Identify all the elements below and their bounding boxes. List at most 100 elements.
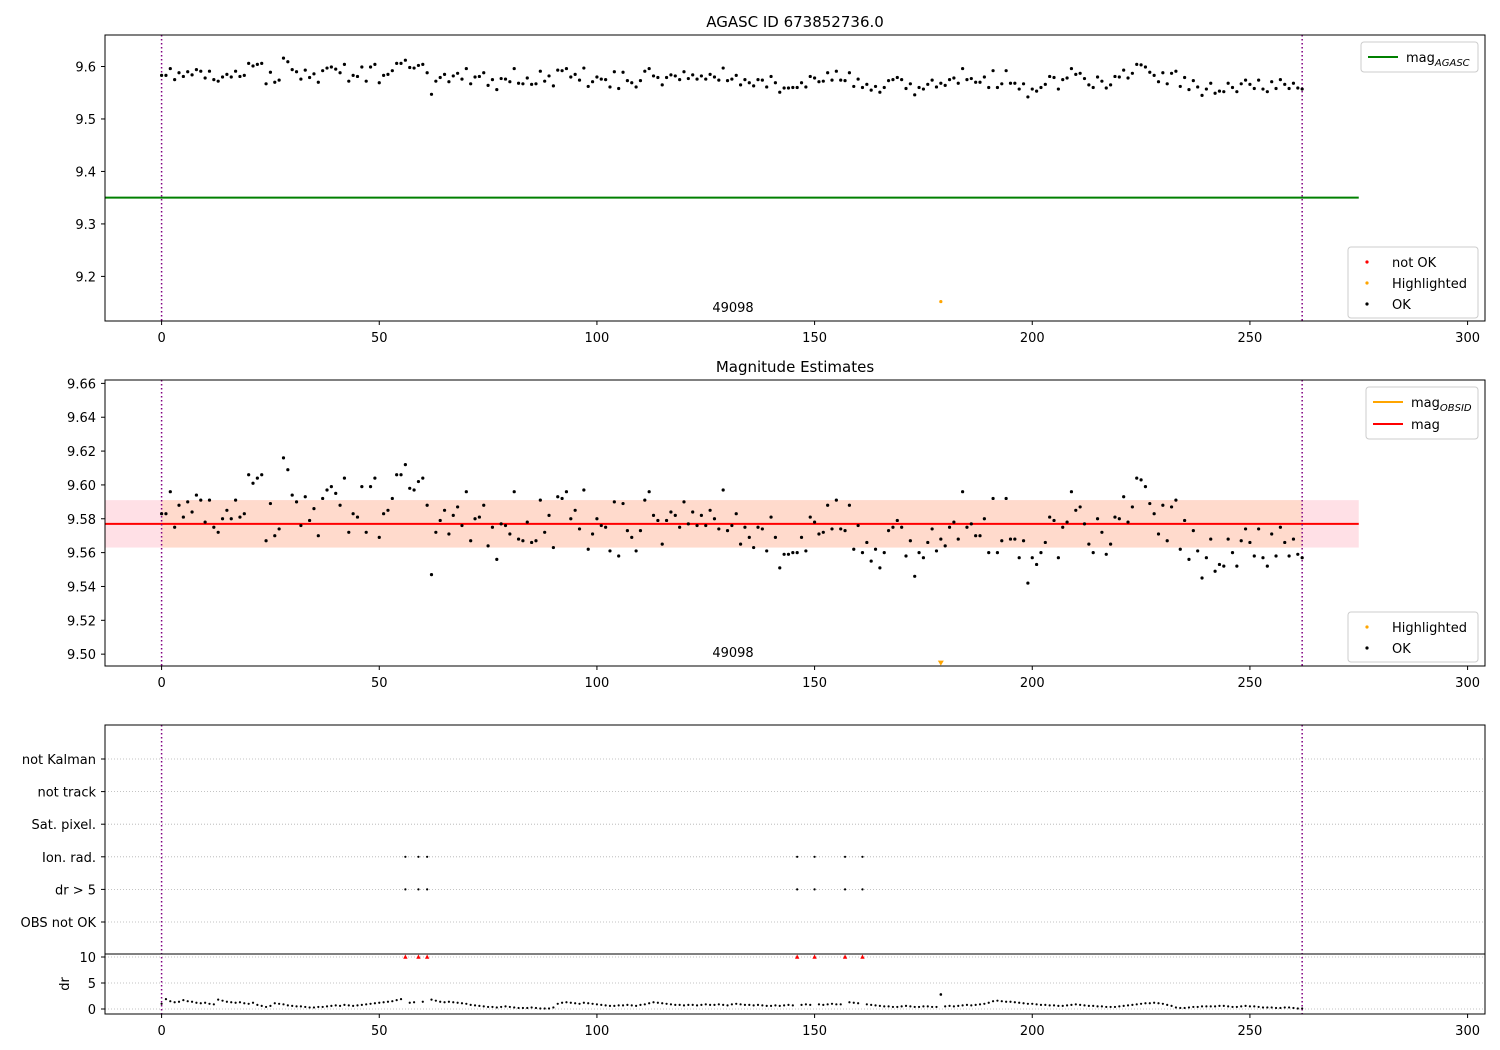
dr-point: [1139, 1002, 1143, 1005]
dr-point: [243, 1002, 246, 1005]
agasc-ok-point: [934, 85, 939, 89]
agasc-ok-point: [1117, 75, 1121, 79]
agasc-ok-point: [664, 75, 669, 80]
magnitude-legend-label: magOBSID: [1411, 396, 1472, 414]
magnitude-ok-point: [1291, 537, 1296, 541]
agasc-ok-point: [952, 76, 956, 80]
magnitude-ok-point: [651, 513, 656, 517]
agasc-ok-point: [817, 80, 821, 84]
dr-point: [173, 1001, 176, 1004]
magnitude-ok-point: [456, 505, 460, 509]
dr-point: [395, 999, 398, 1002]
agasc-x-tick-label: 250: [1238, 331, 1263, 346]
agasc-ok-point: [1169, 71, 1174, 75]
magnitude-legend-label: OK: [1392, 642, 1411, 657]
magnitude-ok-point: [608, 549, 612, 553]
flags-x-tick-label: 50: [371, 1024, 388, 1039]
dr-point: [182, 999, 185, 1002]
magnitude-ok-point: [621, 501, 625, 506]
dr-point: [1039, 1003, 1043, 1006]
dr-point: [1096, 1005, 1099, 1008]
dr-point: [1187, 1006, 1191, 1009]
dr-point: [500, 1005, 503, 1009]
dr-point: [169, 1000, 172, 1003]
flag-row-label: Sat. pixel.: [32, 818, 96, 833]
dr-point: [325, 1005, 329, 1008]
dr-point: [878, 1004, 881, 1007]
dr-point: [574, 1002, 577, 1005]
magnitude-ok-point: [791, 551, 795, 555]
magnitude-ok-point: [1235, 564, 1239, 568]
dr-point: [365, 1003, 368, 1006]
agasc-ok-point: [686, 76, 690, 81]
agasc-ok-point: [765, 85, 769, 89]
agasc-ok-point: [286, 60, 290, 64]
agasc-ok-point: [773, 81, 778, 85]
dr-y-tick-label: 5: [88, 977, 96, 992]
agasc-ok-point: [321, 69, 325, 73]
magnitude-ok-point: [1061, 525, 1065, 529]
magnitude-ok-point: [194, 493, 199, 497]
dr-point: [913, 1005, 916, 1009]
flag-marker: [861, 888, 864, 891]
magnitude-ok-point: [734, 512, 738, 516]
agasc-ok-point: [852, 84, 856, 89]
magnitude-ok-point: [908, 539, 912, 543]
agasc-ok-point: [260, 61, 264, 65]
agasc-ok-point: [434, 79, 438, 83]
agasc-ok-point: [325, 66, 329, 70]
magnitude-ok-point: [329, 485, 333, 489]
dr-point: [804, 1003, 807, 1006]
dr-point: [547, 1007, 551, 1010]
dr-point: [1022, 1002, 1025, 1005]
agasc-ok-point: [442, 72, 447, 76]
dr-point: [909, 1005, 912, 1008]
dr-point: [282, 1003, 285, 1006]
dr-point: [256, 1003, 259, 1006]
magnitude-x-tick-label: 50: [371, 676, 388, 691]
agasc-ok-point: [590, 80, 595, 84]
magnitude-ok-point: [895, 518, 899, 523]
magnitude-ok-point: [1113, 515, 1117, 519]
magnitude-ok-point: [991, 496, 995, 501]
agasc-legend-label: not OK: [1392, 256, 1437, 271]
agasc-ok-point: [1052, 75, 1056, 80]
magnitude-ok-point: [551, 545, 555, 550]
dr-point: [473, 1004, 477, 1007]
agasc-ok-point: [1222, 90, 1226, 94]
agasc-ok-point: [186, 70, 190, 74]
dr-point: [291, 1004, 294, 1007]
agasc-legend-box: [1347, 246, 1479, 319]
magnitude-ok-point: [699, 513, 704, 517]
dr-point: [1052, 1004, 1056, 1007]
agasc-ok-point: [1248, 82, 1252, 86]
magnitude-ok-point: [325, 488, 329, 492]
agasc-ok-point: [220, 75, 225, 79]
agasc-ok-point: [913, 93, 917, 97]
agasc-ok-point: [486, 83, 490, 87]
agasc-ok-point: [1100, 79, 1104, 83]
agasc-ok-point: [760, 78, 764, 82]
magnitude-ok-point: [1213, 569, 1217, 573]
dr-point: [539, 1007, 542, 1010]
magnitude-ok-point: [760, 527, 764, 531]
dr-point: [621, 1004, 625, 1007]
dr-point: [482, 1005, 485, 1008]
dr-high-marker: [860, 954, 865, 959]
agasc-ok-point: [673, 74, 677, 78]
dr-point: [1118, 1005, 1121, 1008]
dr-point: [225, 1000, 228, 1003]
dr-point: [439, 1000, 442, 1003]
agasc-ok-point: [499, 76, 503, 81]
magnitude-ok-point: [1082, 522, 1087, 526]
agasc-ok-point: [438, 75, 442, 80]
dr-point: [560, 1001, 564, 1004]
magnitude-ok-point: [412, 488, 416, 492]
dr-point: [286, 1004, 289, 1007]
agasc-ok-point: [382, 73, 386, 78]
dr-point: [304, 1005, 307, 1009]
dr-point: [900, 1005, 903, 1008]
magnitude-ok-point: [408, 486, 412, 490]
agasc-ok-point: [882, 85, 886, 90]
magnitude-ok-point: [1039, 551, 1043, 555]
